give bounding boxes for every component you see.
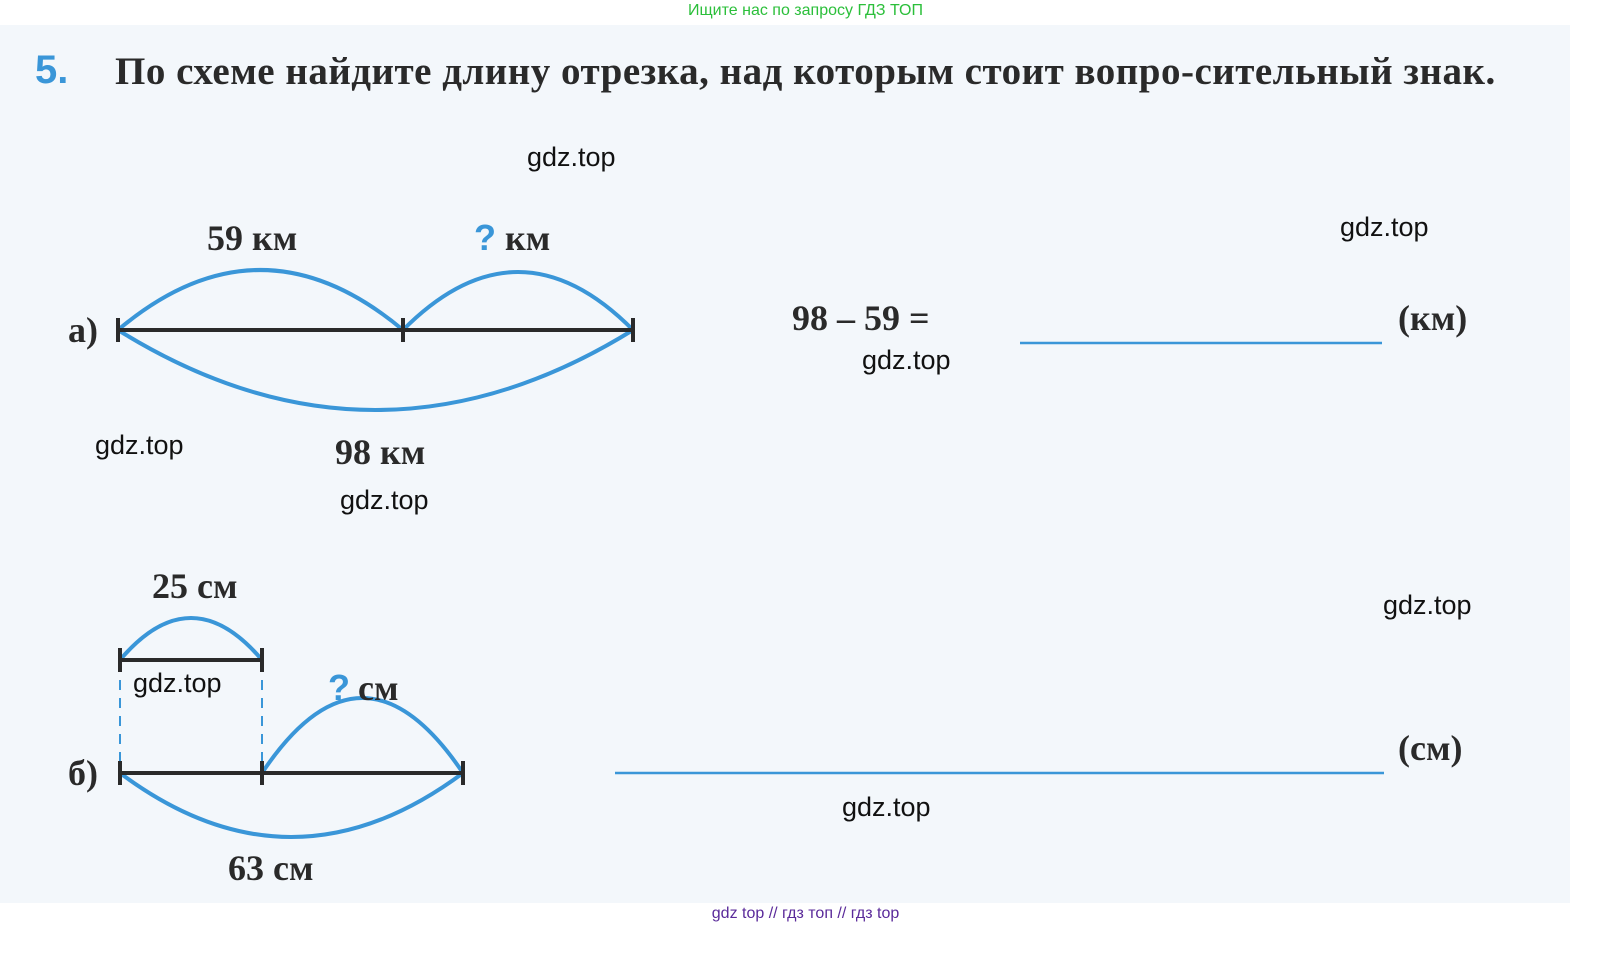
label-km: км	[505, 218, 550, 258]
arc-unknown-km	[401, 270, 635, 332]
watermark: gdz.top	[95, 430, 184, 460]
watermark: gdz.top	[842, 792, 931, 822]
label-a: а)	[68, 310, 98, 350]
watermark: gdz.top	[862, 345, 951, 375]
watermark: gdz.top	[133, 668, 222, 698]
arc-unknown-cm	[260, 696, 465, 775]
question-mark-a: ?	[474, 217, 496, 258]
equation-a: 98 – 59 =	[792, 298, 930, 338]
label-98km: 98 км	[335, 432, 425, 472]
label-cm: см	[358, 668, 399, 708]
task-text: По схеме найдите длину отрезка, над кото…	[115, 50, 1496, 93]
arc-63cm	[118, 771, 465, 839]
task-number: 5.	[35, 48, 69, 92]
arc-59km	[116, 268, 405, 332]
label-59km: 59 км	[207, 218, 297, 258]
watermark: gdz.top	[1340, 212, 1429, 242]
unit-a: (км)	[1398, 298, 1467, 338]
watermark: gdz.top	[340, 485, 429, 515]
question-mark-b: ?	[328, 667, 350, 708]
banner: Ищите нас по запросу ГДЗ ТОП	[688, 2, 923, 19]
unit-b: (см)	[1398, 728, 1462, 768]
label-25cm: 25 см	[152, 566, 238, 606]
label-b: б)	[68, 753, 98, 793]
label-63cm: 63 см	[228, 848, 314, 888]
watermark: gdz.top	[527, 142, 616, 172]
arc-25cm	[118, 616, 264, 662]
watermark: gdz.top	[1383, 590, 1472, 620]
arc-98km	[116, 328, 635, 412]
footer: gdz top // гдз топ // гдз top	[711, 905, 900, 922]
